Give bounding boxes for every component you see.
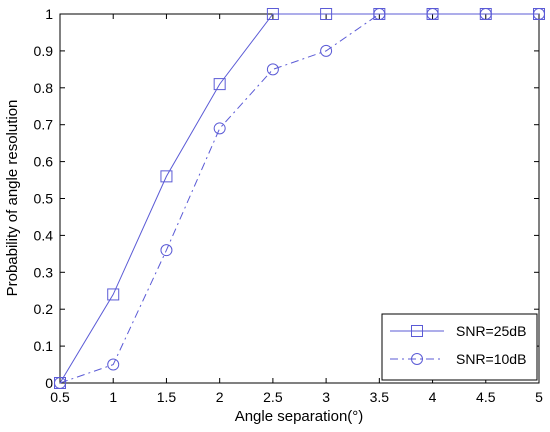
data-point <box>213 122 226 135</box>
y-axis-label: Probability of angle resolution <box>4 100 21 297</box>
y-tick-label: 1 <box>45 6 53 22</box>
data-point <box>160 244 173 257</box>
data-point <box>107 358 120 371</box>
x-tick-label: 4.5 <box>476 389 496 405</box>
y-tick-label: 0.8 <box>34 80 54 96</box>
legend: SNR=25dB SNR=10dB <box>381 313 538 381</box>
y-tick-label: 0.1 <box>34 338 54 354</box>
data-point <box>320 8 333 20</box>
series-line <box>59 13 539 384</box>
data-point <box>426 8 439 20</box>
x-axis-label: Angle separation(°) <box>235 408 364 425</box>
x-tick-label: 1.5 <box>157 389 177 405</box>
data-point <box>373 8 386 20</box>
x-tick-label: 3 <box>322 389 330 405</box>
x-tick-label: 2.5 <box>263 389 283 405</box>
y-tick-label: 0.6 <box>34 154 54 170</box>
axis-ticks: 0.5 1 1.5 2 2.5 3 3.5 4 4.5 5 0 0.1 0.2 0.3 0.4 0.5 0.6 0… <box>34 6 544 405</box>
y-tick-label: 0.7 <box>34 117 54 133</box>
x-tick-label: 2 <box>216 389 224 405</box>
legend-marker <box>411 353 423 365</box>
legend-label: SNR=25dB <box>456 323 526 339</box>
data-point <box>107 288 120 301</box>
x-tick-label: 4 <box>429 389 437 405</box>
x-tick-label: 1 <box>109 389 117 405</box>
x-tick-label: 3.5 <box>370 389 390 405</box>
legend-label: SNR=10dB <box>456 351 526 367</box>
y-tick-label: 0.5 <box>34 191 54 207</box>
data-point <box>320 44 333 57</box>
data-point <box>213 78 226 91</box>
data-point <box>160 170 173 183</box>
series-2 <box>54 8 545 389</box>
y-tick-label: 0.2 <box>34 301 54 317</box>
legend-box <box>381 313 538 381</box>
x-tick-label: 5 <box>535 389 543 405</box>
data-point <box>533 8 545 20</box>
data-point <box>54 377 66 389</box>
data-point <box>266 63 279 76</box>
data-point <box>266 8 279 20</box>
y-tick-label: 0.3 <box>34 264 54 280</box>
legend-marker <box>411 325 423 337</box>
x-tick-label: 0.5 <box>50 389 70 405</box>
y-tick-label: 0 <box>45 375 53 391</box>
data-point <box>479 8 492 20</box>
series-group <box>54 8 545 389</box>
y-tick-label: 0.4 <box>34 227 54 243</box>
y-tick-label: 0.9 <box>34 43 54 59</box>
